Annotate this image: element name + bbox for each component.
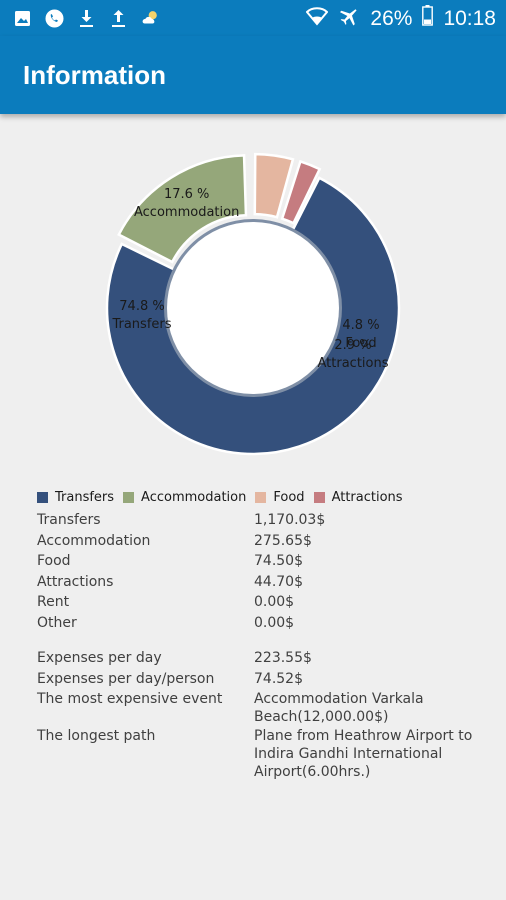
legend-swatch <box>313 492 325 503</box>
row-label: The most expensive event <box>37 691 223 707</box>
expense-summary: Transfers 1,170.03$ Accommodation 275.65$ Fo… <box>37 510 497 781</box>
donut-hole <box>167 222 339 394</box>
image-icon <box>12 8 32 28</box>
status-bar: 26% 10:18 <box>0 0 506 36</box>
row-value: 0.00$ <box>254 614 295 631</box>
slice-percent-label: 4.8 % <box>342 318 379 333</box>
expense-row: Accommodation 275.65$ <box>37 531 497 552</box>
row-label: Attractions <box>37 573 114 590</box>
battery-icon <box>422 5 434 32</box>
expense-row: Attractions 44.70$ <box>37 572 497 593</box>
app-bar: Information <box>0 36 506 114</box>
legend-label: Food <box>273 490 305 505</box>
slice-food[interactable] <box>253 152 295 219</box>
page-title: Information <box>23 60 166 90</box>
row-label: Food <box>37 553 71 569</box>
row-label: Other <box>37 614 77 631</box>
legend-entry: Accommodation <box>123 490 246 505</box>
expense-row: Other 0.00$ <box>37 613 497 634</box>
slice-name-label: Transfers <box>111 317 171 332</box>
chart-legend: Transfers Accommodation Food Attractions <box>37 490 412 505</box>
expense-row: Transfers 1,170.03$ <box>37 510 497 531</box>
row-label: Rent <box>37 594 70 610</box>
row-label: The longest path <box>37 728 156 744</box>
legend-entry: Attractions <box>313 490 403 505</box>
slice-percent-label: 2.9 % <box>334 338 371 353</box>
row-value: Plane from Heathrow Airport to Indira Ga… <box>254 728 473 780</box>
call-icon <box>44 8 64 28</box>
battery-text: 26% <box>370 6 413 30</box>
notification-icons <box>12 8 160 28</box>
donut-svg: 74.8 % Transfers 17.6 % Accommodation 4.8 % F… <box>105 152 401 456</box>
legend-label: Transfers <box>55 490 115 505</box>
row-value: 223.55$ <box>254 650 312 666</box>
legend-entry: Food <box>255 490 305 505</box>
row-value: 74.50$ <box>254 553 303 569</box>
legend-swatch <box>123 492 135 503</box>
legend-label: Attractions <box>331 490 403 505</box>
expenses-donut-chart: 74.8 % Transfers 17.6 % Accommodation 4.8 % F… <box>0 150 506 470</box>
legend-label: Accommodation <box>141 490 247 505</box>
clock: 10:18 <box>443 6 496 30</box>
expense-row: Food 74.50$ <box>37 551 497 572</box>
row-value: 74.52$ <box>254 670 303 687</box>
row-value: 1,170.03$ <box>254 512 326 528</box>
row-label: Accommodation <box>37 532 151 549</box>
slice-name-label: Attractions <box>318 356 389 371</box>
status-right: 26% 10:18 <box>306 5 496 32</box>
wifi-icon <box>306 6 329 32</box>
slice-accommodation[interactable] <box>117 154 248 264</box>
slice-percent-label: 17.6 % <box>164 187 209 202</box>
stat-row: The most expensive event Accommodation Va… <box>37 689 497 726</box>
stat-row: Expenses per day/person 74.52$ <box>37 669 497 690</box>
row-value: 44.70$ <box>254 573 303 590</box>
stat-row: The longest path Plane from Heathrow Airp… <box>37 726 497 781</box>
row-label: Transfers <box>37 512 101 528</box>
upload-icon <box>108 8 128 28</box>
legend-swatch <box>255 492 267 503</box>
row-value: Accommodation Varkala Beach(12,000.00$) <box>254 691 424 725</box>
stat-row: Expenses per day 223.55$ <box>37 648 497 669</box>
expense-row: Rent 0.00$ <box>37 592 497 613</box>
legend-entry: Transfers <box>37 490 114 505</box>
weather-icon <box>140 8 160 28</box>
legend-swatch <box>37 492 48 503</box>
row-value: 0.00$ <box>254 594 295 610</box>
slice-name-label: Accommodation <box>134 205 239 220</box>
row-value: 275.65$ <box>254 532 312 549</box>
airplane-mode-icon <box>338 6 360 32</box>
row-label: Expenses per day/person <box>37 670 215 687</box>
slice-percent-label: 74.8 % <box>119 299 164 314</box>
slice-attractions[interactable] <box>280 159 322 225</box>
slice-name-label: Food <box>345 336 376 351</box>
download-icon <box>76 8 96 28</box>
row-label: Expenses per day <box>37 650 162 666</box>
